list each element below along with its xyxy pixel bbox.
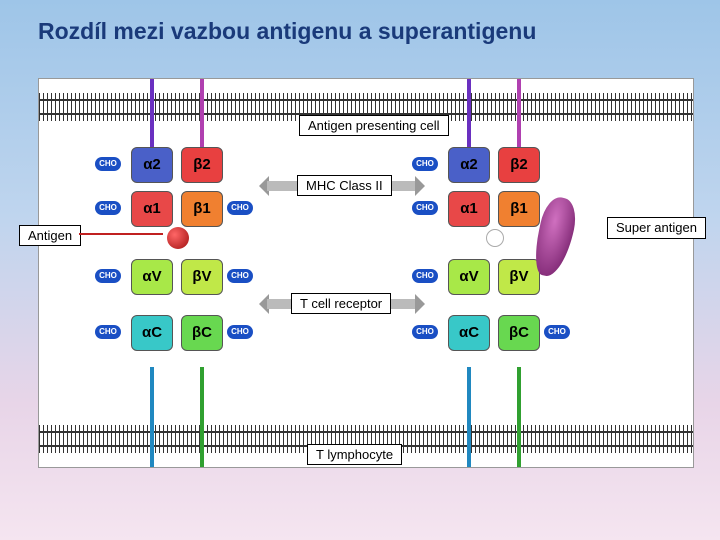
stem-bBot-right (517, 367, 521, 467)
domain-aC-right: αC (448, 315, 490, 351)
label-super: Super antigen (607, 217, 706, 239)
domain-b2-right: β2 (498, 147, 540, 183)
label-apc: Antigen presenting cell (299, 115, 449, 136)
cho-right-1: CHO (412, 157, 438, 171)
page-title: Rozdíl mezi vazbou antigenu a superantig… (38, 18, 536, 45)
label-antigen: Antigen (19, 225, 81, 246)
label-tlymph: T lymphocyte (307, 444, 402, 465)
stem-aTop-left (150, 79, 154, 147)
stem-bTop-right (517, 79, 521, 147)
cho-right-4: CHO (412, 325, 438, 339)
cho-left-6: CHO (95, 325, 121, 339)
cho-right-3: CHO (412, 269, 438, 283)
label-mhc: MHC Class II (297, 175, 392, 196)
complex-left: α2 β2 α1 β1 αV βV αC βC CHO CHO CHO CHO … (125, 79, 233, 467)
domain-aV-left: αV (131, 259, 173, 295)
cho-left-4: CHO (95, 269, 121, 283)
stem-aBot-left (150, 367, 154, 467)
domain-bV-right: βV (498, 259, 540, 295)
stem-aTop-right (467, 79, 471, 147)
antigen-ball (167, 227, 189, 249)
domain-bC-right: βC (498, 315, 540, 351)
domain-b1-right: β1 (498, 191, 540, 227)
cho-left-5: CHO (227, 269, 253, 283)
cho-right-2: CHO (412, 201, 438, 215)
domain-b2-left: β2 (181, 147, 223, 183)
stem-bTop-left (200, 79, 204, 147)
domain-bV-left: βV (181, 259, 223, 295)
cho-left-3: CHO (227, 201, 253, 215)
domain-bC-left: βC (181, 315, 223, 351)
domain-a1-left: α1 (131, 191, 173, 227)
stem-bBot-left (200, 367, 204, 467)
domain-a2-right: α2 (448, 147, 490, 183)
cho-right-5: CHO (544, 325, 570, 339)
empty-cleft (486, 229, 504, 247)
complex-right: α2 β2 α1 β1 αV βV αC βC CHO CHO CHO CHO … (442, 79, 550, 467)
diagram-panel: Antigen presenting cell MHC Class II T c… (38, 78, 694, 468)
domain-a2-left: α2 (131, 147, 173, 183)
cho-left-2: CHO (95, 201, 121, 215)
domain-aC-left: αC (131, 315, 173, 351)
cho-left-1: CHO (95, 157, 121, 171)
domain-b1-left: β1 (181, 191, 223, 227)
stem-aBot-right (467, 367, 471, 467)
domain-aV-right: αV (448, 259, 490, 295)
domain-a1-right: α1 (448, 191, 490, 227)
label-tcr: T cell receptor (291, 293, 391, 314)
cho-left-7: CHO (227, 325, 253, 339)
